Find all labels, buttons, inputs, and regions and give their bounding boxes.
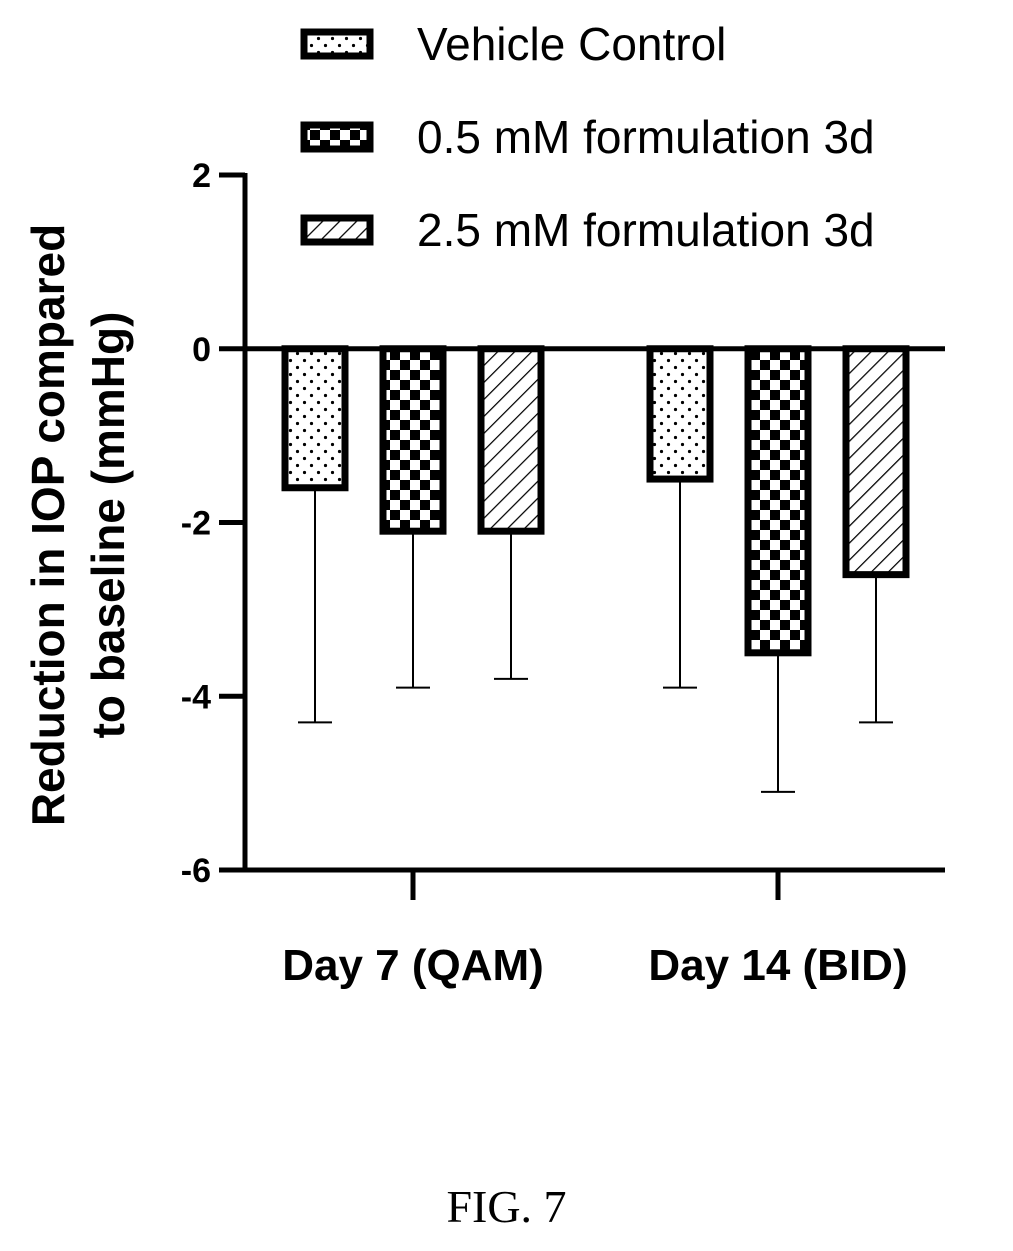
legend-label: Vehicle Control xyxy=(417,18,726,70)
legend-item: 0.5 mM formulation 3d xyxy=(300,111,875,163)
figure-caption: FIG. 7 xyxy=(446,1181,567,1232)
y-tick-label: 2 xyxy=(192,157,211,195)
legend-label: 2.5 mM formulation 3d xyxy=(417,204,875,256)
legend-swatch xyxy=(300,214,374,246)
category-labels: Day 7 (QAM) Day 14 (BID) xyxy=(282,941,907,990)
legend-swatch xyxy=(300,28,374,60)
error-bar xyxy=(761,652,795,793)
bar xyxy=(281,345,349,492)
legend-label: 0.5 mM formulation 3d xyxy=(417,111,875,163)
error-bar xyxy=(298,487,332,724)
y-tick-label: -2 xyxy=(181,505,211,543)
bar xyxy=(379,345,447,535)
y-tick-label: -6 xyxy=(181,852,211,890)
bars xyxy=(281,345,910,793)
legend-swatch xyxy=(300,121,374,153)
bar xyxy=(842,345,910,579)
error-bar xyxy=(859,574,893,724)
bar xyxy=(646,345,714,483)
axes xyxy=(242,173,945,900)
y-axis-label: Reduction in IOP compared to baseline (m… xyxy=(22,224,134,826)
y-tick-label: -4 xyxy=(181,678,211,716)
chart: Reduction in IOP compared to baseline (m… xyxy=(22,18,945,990)
bar xyxy=(477,345,545,535)
y-axis-label-line-1: Reduction in IOP compared xyxy=(22,224,74,826)
legend-item: Vehicle Control xyxy=(300,18,726,70)
legend-item: 2.5 mM formulation 3d xyxy=(300,204,875,256)
error-bar xyxy=(663,479,697,689)
y-axis-label-line-2: to baseline (mmHg) xyxy=(82,312,134,739)
bar xyxy=(744,345,812,657)
error-bar xyxy=(396,531,430,689)
y-tick-label: 0 xyxy=(192,331,211,369)
error-bar xyxy=(494,531,528,680)
category-label: Day 7 (QAM) xyxy=(282,941,544,990)
legend: Vehicle Control 0.5 mM formulation 3d 2.5 … xyxy=(300,18,875,256)
y-ticks: 2 0 -2 -4 -6 xyxy=(181,157,245,890)
category-label: Day 14 (BID) xyxy=(648,941,907,990)
